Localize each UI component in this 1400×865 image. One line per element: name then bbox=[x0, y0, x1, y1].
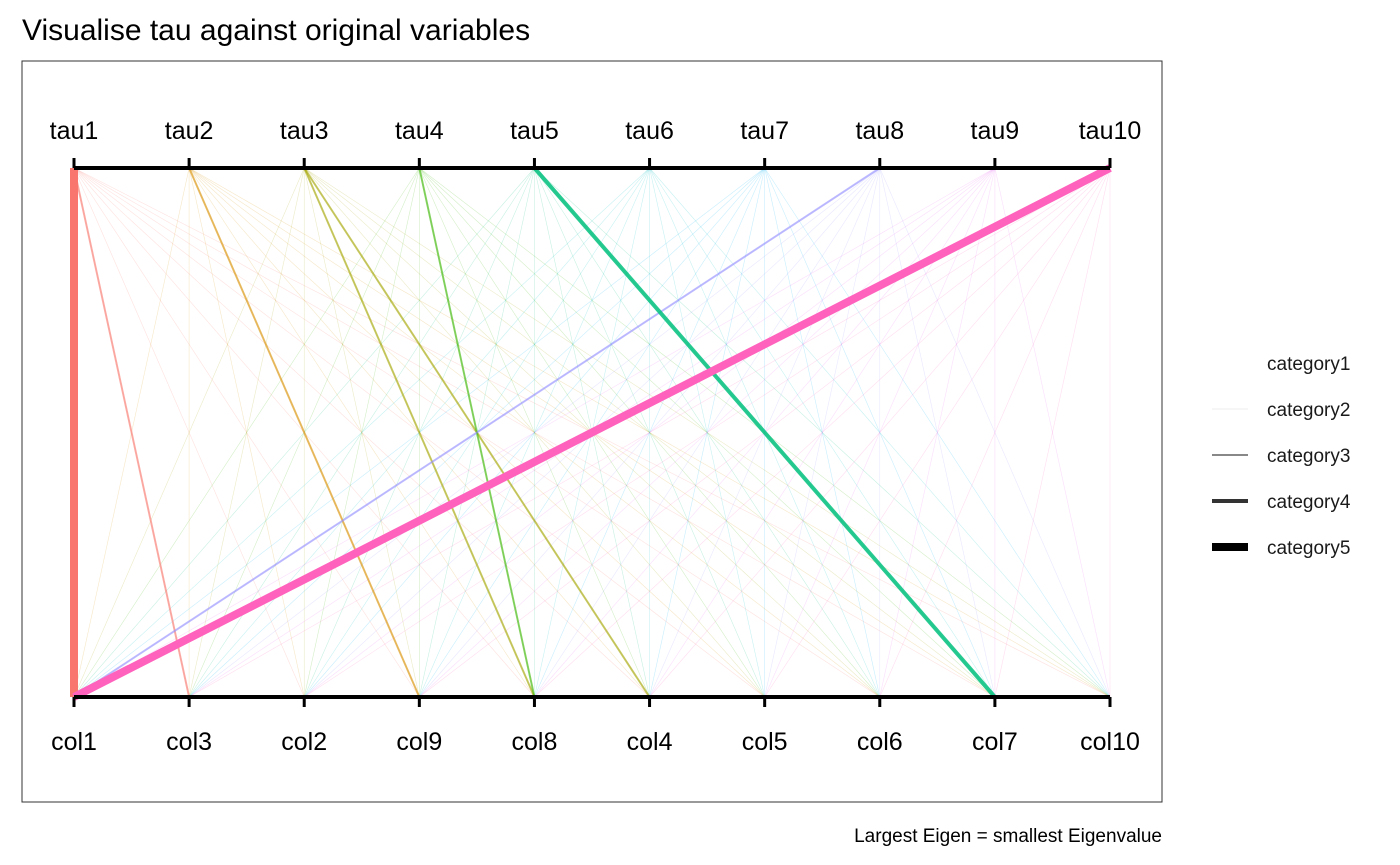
top-axis-label: tau3 bbox=[280, 117, 329, 145]
top-axis-label: tau8 bbox=[855, 117, 904, 145]
background-link-tau10-col8 bbox=[534, 167, 1111, 698]
top-axis-label: tau2 bbox=[165, 117, 214, 145]
chart-caption: Largest Eigen = smallest Eigenvalue bbox=[854, 826, 1162, 847]
background-link-tau5-col10 bbox=[534, 167, 1111, 698]
bottom-axis-label: col2 bbox=[281, 728, 327, 756]
link-tau3-col8 bbox=[303, 167, 536, 698]
background-link-tau4-col4 bbox=[419, 167, 650, 698]
background-link-tau9-col2 bbox=[304, 167, 996, 698]
link-tau1-col3 bbox=[73, 167, 191, 698]
background-link-tau3-col1 bbox=[73, 167, 305, 698]
background-link-tau4-col7 bbox=[419, 167, 996, 698]
background-link-tau6-col7 bbox=[649, 167, 996, 698]
bottom-axis-label: col7 bbox=[972, 728, 1018, 756]
background-link-tau2-col2 bbox=[188, 167, 305, 698]
background-link-tau4-col6 bbox=[419, 167, 881, 698]
background-link-tau7-col6 bbox=[764, 167, 881, 698]
bottom-axis-labels: col1 col3 col2 col9 col8 col4 col5 col6 col7 col1… bbox=[51, 728, 1140, 756]
background-link-tau9-col6 bbox=[879, 167, 996, 698]
background-link-tau10-col5 bbox=[764, 167, 1111, 698]
background-link-tau4-col2 bbox=[303, 167, 420, 698]
background-link-tau1-col4 bbox=[73, 167, 650, 698]
background-link-tau7-col10 bbox=[764, 167, 1111, 698]
background-link-tau8-col7 bbox=[879, 167, 996, 698]
link-tau8-col1 bbox=[73, 167, 881, 698]
top-axis-label: tau10 bbox=[1079, 117, 1142, 145]
bottom-axis-label: col10 bbox=[1080, 728, 1140, 756]
background-link-tau10-col7 bbox=[994, 167, 1111, 698]
legend-label-category5: category5 bbox=[1267, 538, 1350, 559]
bottom-axis-label: col3 bbox=[166, 728, 212, 756]
bottom-axis-label: col6 bbox=[857, 728, 903, 756]
bottom-axis-label: col8 bbox=[512, 728, 558, 756]
bottom-axis-label: col9 bbox=[396, 728, 442, 756]
legend: category1 category2 category3 category4 cate… bbox=[1212, 354, 1351, 559]
background-link-tau3-col7 bbox=[304, 167, 996, 698]
top-axis-label: tau7 bbox=[740, 117, 789, 145]
top-axis-label: tau9 bbox=[971, 117, 1020, 145]
background-link-tau8-col10 bbox=[879, 167, 1111, 698]
top-axis-label: tau6 bbox=[625, 117, 674, 145]
link-tau10-col1 bbox=[72, 164, 1112, 701]
background-link-tau10-col3 bbox=[188, 167, 1111, 698]
background-link-tau6-col10 bbox=[649, 167, 1111, 698]
background-link-tau7-col7 bbox=[764, 167, 996, 698]
background-link-tau2-col8 bbox=[188, 167, 535, 698]
top-axis-label: tau5 bbox=[510, 117, 559, 145]
axes bbox=[72, 158, 1112, 707]
bottom-axis-label: col5 bbox=[742, 728, 788, 756]
background-link-tau5-col5 bbox=[534, 167, 765, 698]
top-axis-label: tau1 bbox=[50, 117, 99, 145]
background-link-tau6-col5 bbox=[649, 167, 765, 698]
legend-label-category4: category4 bbox=[1267, 492, 1351, 513]
plot-panel-border bbox=[21, 60, 1163, 803]
bottom-axis-label: col4 bbox=[627, 728, 673, 756]
legend-label-category2: category2 bbox=[1267, 400, 1350, 421]
background-link-tau8-col3 bbox=[188, 167, 880, 698]
background-link-tau1-col9 bbox=[73, 167, 420, 698]
background-link-tau10-col4 bbox=[649, 167, 1111, 698]
link-tau5-col7 bbox=[532, 166, 997, 699]
top-axis-label: tau4 bbox=[395, 117, 444, 145]
bottom-axis-label: col1 bbox=[51, 728, 97, 756]
background-link-tau9-col1 bbox=[73, 167, 996, 698]
background-link-tau9-col10 bbox=[994, 167, 1111, 698]
background-link-tau3-col5 bbox=[303, 167, 765, 698]
background-link-tau8-col5 bbox=[764, 167, 881, 698]
chart-title: Visualise tau against original variables bbox=[22, 14, 530, 47]
background-link-tau3-col9 bbox=[303, 167, 420, 698]
background-link-tau2-col6 bbox=[188, 167, 880, 698]
background-link-tau1-col2 bbox=[73, 167, 305, 698]
legend-label-category1: category1 bbox=[1267, 354, 1350, 375]
top-axis-labels: tau1 tau2 tau3 tau4 tau5 tau6 tau7 tau8 tau9 tau1… bbox=[50, 117, 1142, 145]
link-tau2-col9 bbox=[188, 167, 421, 698]
highlight-links bbox=[70, 164, 1112, 701]
legend-label-category3: category3 bbox=[1267, 446, 1350, 467]
background-link-tau5-col6 bbox=[534, 167, 881, 698]
background-link-tau7-col8 bbox=[534, 167, 765, 698]
background-link-tau9-col5 bbox=[764, 167, 996, 698]
background-link-tau10-col2 bbox=[304, 167, 1111, 698]
